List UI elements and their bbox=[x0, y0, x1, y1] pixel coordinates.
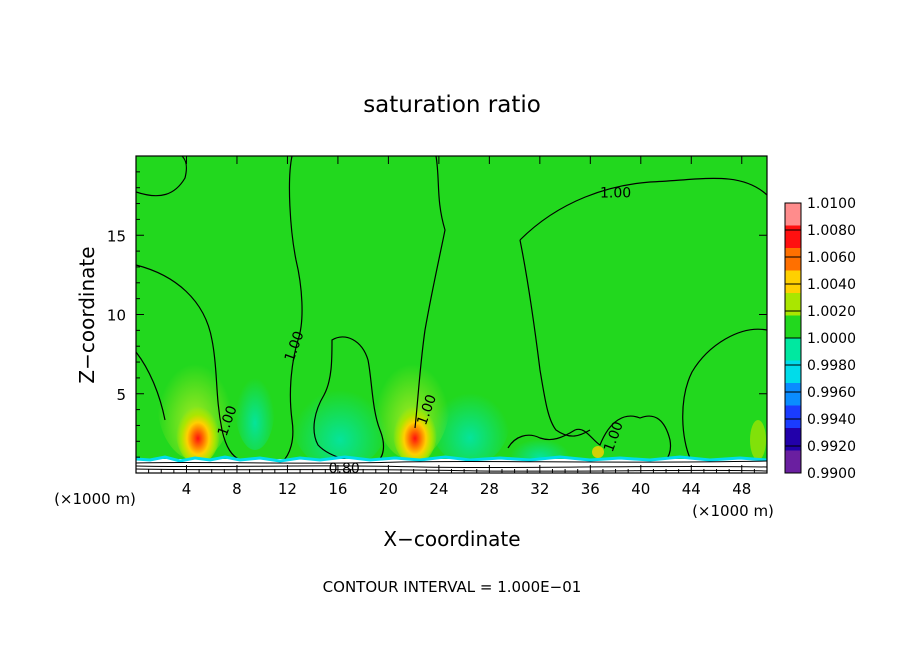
contour-label: 0.80 bbox=[329, 461, 360, 477]
colorbar: 0.9900 0.9920 0.9940 0.9960 0.9980 1.0000 1.00… bbox=[784, 196, 856, 482]
y-tick-label: 5 bbox=[116, 386, 126, 404]
colorbar-label: 0.9980 bbox=[807, 358, 856, 374]
contour-line bbox=[136, 468, 767, 472]
colorbar-label: 1.0100 bbox=[807, 196, 856, 212]
cool-patch bbox=[292, 370, 388, 470]
colorbar-segment bbox=[785, 360, 801, 383]
contour-line bbox=[682, 328, 767, 459]
colorbar-segment bbox=[785, 450, 801, 473]
x-axis-label: X−coordinate bbox=[383, 527, 520, 551]
colorbar-segment bbox=[785, 248, 801, 271]
colorbar-segment bbox=[785, 405, 801, 428]
colorbar-label: 0.9940 bbox=[807, 412, 856, 428]
x-unit-label: (×1000 m) bbox=[54, 490, 136, 508]
warm-plume-core bbox=[176, 400, 220, 464]
chart-title: saturation ratio bbox=[363, 92, 541, 118]
colorbar-segment bbox=[785, 225, 801, 248]
warm-spot bbox=[750, 420, 766, 460]
x-tick-label: 32 bbox=[530, 480, 549, 498]
contour-interval-note: CONTOUR INTERVAL = 1.000E−01 bbox=[323, 578, 582, 596]
colorbar-segment bbox=[785, 203, 801, 226]
colorbar-segment bbox=[785, 315, 801, 338]
x-tick-label: 44 bbox=[682, 480, 701, 498]
colorbar-label: 1.0040 bbox=[807, 277, 856, 293]
x-tick-label: 8 bbox=[232, 480, 242, 498]
colorbar-segment bbox=[785, 428, 801, 451]
x-tick-label: 48 bbox=[732, 480, 751, 498]
surface-band-edge bbox=[136, 455, 767, 463]
y-tick-label: 15 bbox=[107, 227, 126, 245]
colorbar-segment bbox=[785, 338, 801, 361]
y-axis-label: Z−coordinate bbox=[75, 246, 99, 383]
x-tick-label: 28 bbox=[480, 480, 499, 498]
x-tick-label: 24 bbox=[429, 480, 448, 498]
plot-area bbox=[136, 156, 767, 473]
y-tick-label: 10 bbox=[107, 307, 126, 325]
x-tick-label: 12 bbox=[278, 480, 297, 498]
colorbar-label: 1.0080 bbox=[807, 223, 856, 239]
contour-line bbox=[519, 239, 591, 437]
x-tick-label: 36 bbox=[581, 480, 600, 498]
contour-line bbox=[136, 156, 188, 197]
x-tick-label: 16 bbox=[328, 480, 347, 498]
colorbar-label: 0.9960 bbox=[807, 385, 856, 401]
colorbar-segment bbox=[785, 383, 801, 406]
colorbar-label: 0.9920 bbox=[807, 439, 856, 455]
x-tick-label: 40 bbox=[631, 480, 650, 498]
contour-line bbox=[136, 351, 166, 421]
colorbar-segment bbox=[785, 293, 801, 316]
x-unit-label-right: (×1000 m) bbox=[692, 502, 774, 520]
cool-patch bbox=[430, 375, 510, 465]
colorbar-label: 1.0000 bbox=[807, 331, 856, 347]
colorbar-segment bbox=[785, 270, 801, 293]
contour-line bbox=[136, 465, 767, 469]
contour-line bbox=[136, 264, 241, 461]
colorbar-label: 1.0020 bbox=[807, 304, 856, 320]
contour-line bbox=[519, 177, 767, 241]
contour-line bbox=[507, 415, 672, 463]
warm-plume-core bbox=[393, 400, 437, 464]
contour-line bbox=[414, 156, 446, 429]
contour-line bbox=[136, 460, 767, 464]
cool-patch bbox=[235, 360, 275, 450]
colorbar-label: 1.0060 bbox=[807, 250, 856, 266]
x-tick-label: 20 bbox=[379, 480, 398, 498]
x-tick-label: 4 bbox=[182, 480, 192, 498]
contour-line bbox=[281, 156, 303, 463]
warm-spot bbox=[592, 446, 604, 458]
colorbar-label: 0.9900 bbox=[807, 466, 856, 482]
contour-label: 1.00 bbox=[600, 185, 631, 201]
